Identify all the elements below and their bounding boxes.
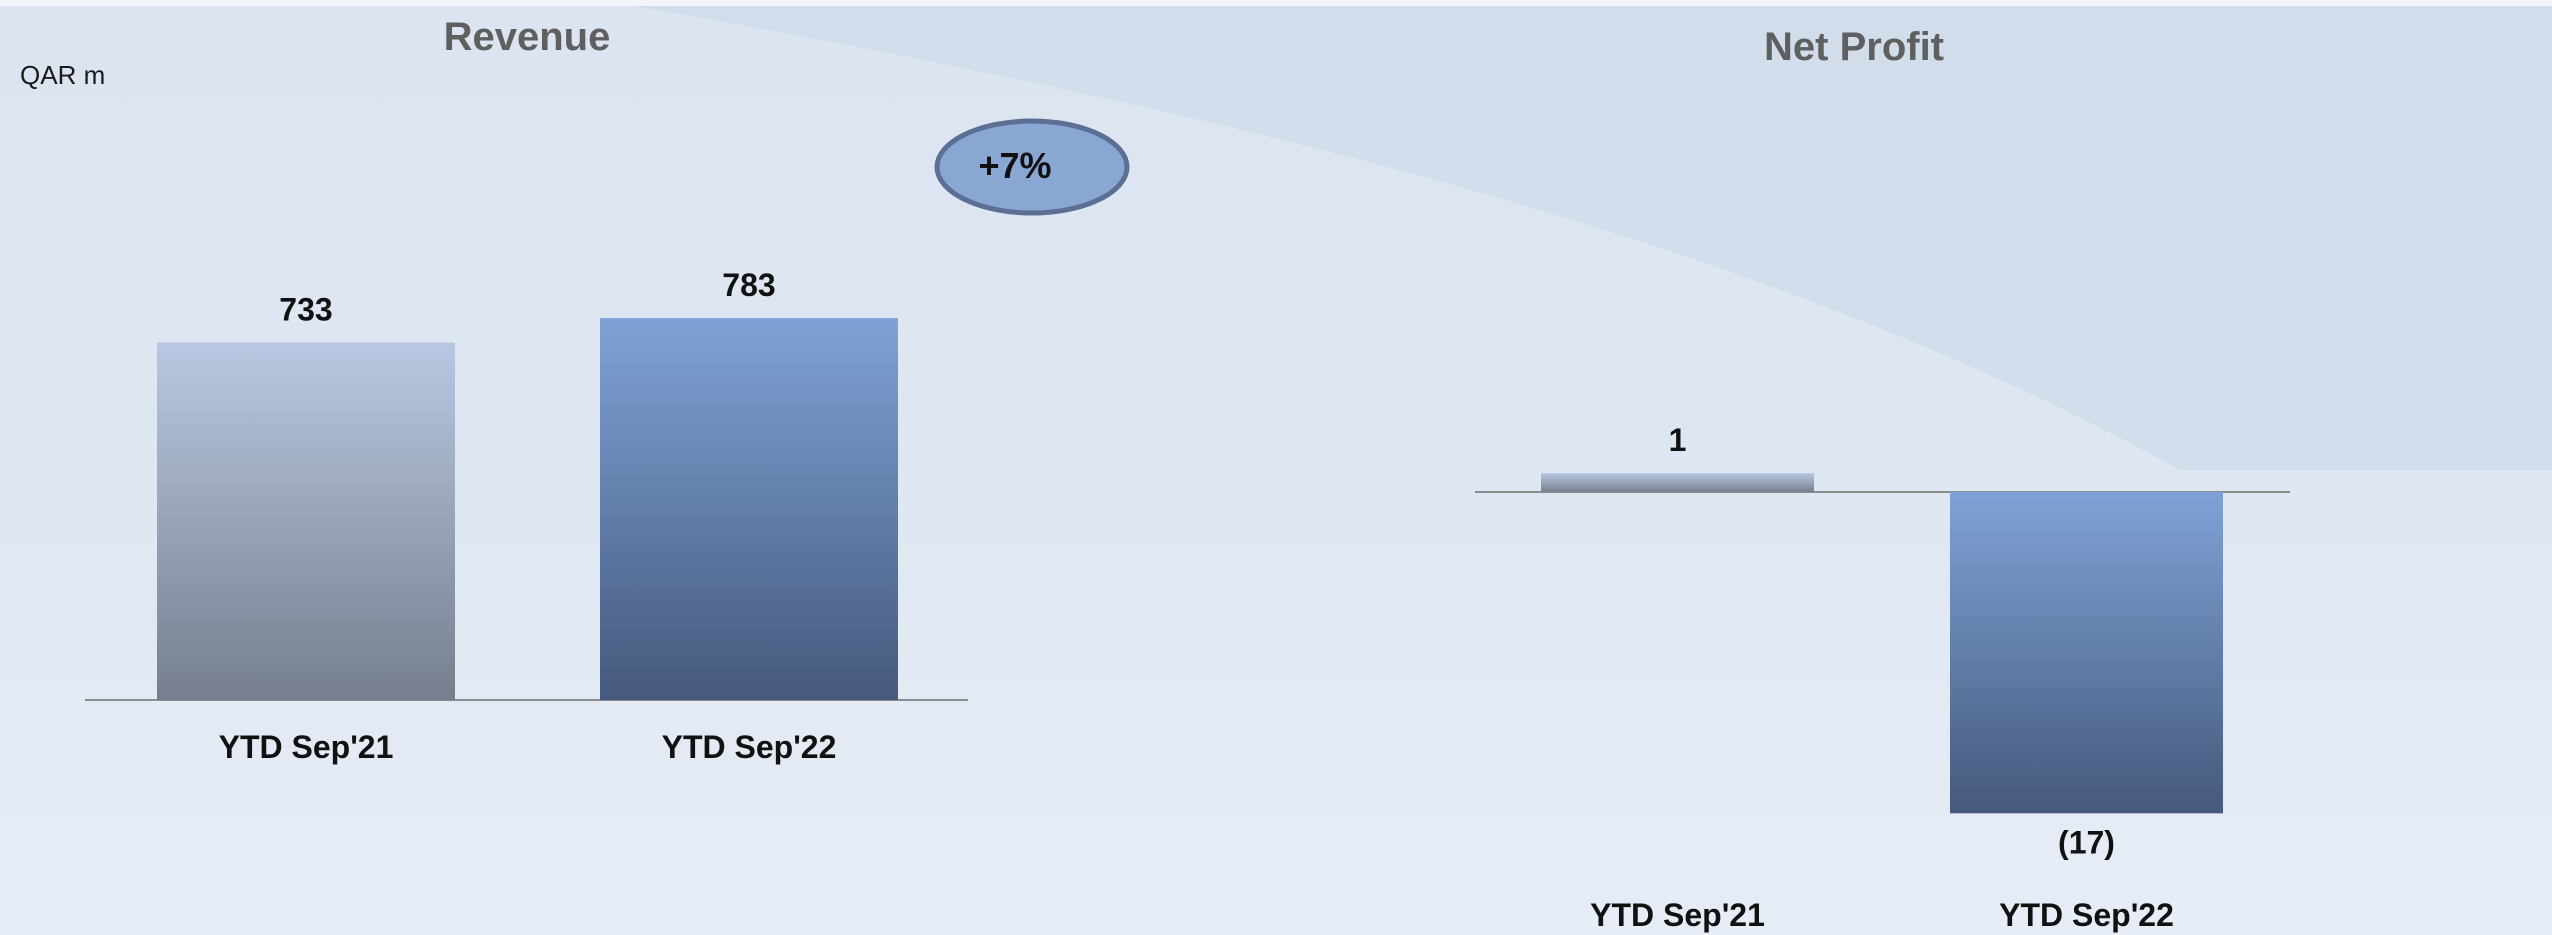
- unit-label: QAR m: [20, 60, 105, 90]
- revenue-data-label-0: 733: [279, 292, 332, 328]
- revenue-chart: Revenue 733 YTD Sep'21 783 YTD Sep'22 +7%: [85, 15, 1130, 765]
- revenue-tick-label-1: YTD Sep'22: [662, 729, 837, 765]
- change-badge: +7%: [934, 118, 1130, 216]
- net-profit-bar-1: [1950, 492, 2223, 814]
- net-profit-tick-label-0: YTD Sep'21: [1590, 897, 1765, 933]
- net-profit-bar-0: [1541, 473, 1814, 492]
- net-profit-chart: Net Profit 1 YTD Sep'21 (17) YTD Sep'22: [1475, 25, 2290, 933]
- revenue-data-label-1: 783: [722, 267, 775, 303]
- net-profit-title: Net Profit: [1764, 25, 1944, 69]
- revenue-tick-label-0: YTD Sep'21: [219, 729, 394, 765]
- revenue-bar-0: [157, 342, 455, 700]
- net-profit-data-label-0: 1: [1669, 422, 1687, 458]
- change-badge-ellipse: [934, 118, 1130, 216]
- change-badge-label: +7%: [978, 145, 1051, 186]
- revenue-bar-1: [600, 318, 898, 700]
- net-profit-tick-label-1: YTD Sep'22: [1999, 897, 2174, 933]
- net-profit-data-label-1: (17): [2058, 824, 2115, 860]
- revenue-title: Revenue: [444, 15, 611, 59]
